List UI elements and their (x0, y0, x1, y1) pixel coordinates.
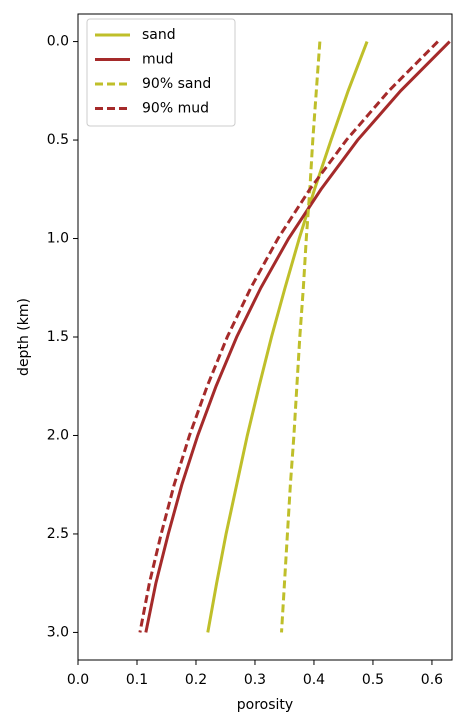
legend-label: mud (142, 52, 173, 68)
x-tick-label: 0.5 (362, 672, 384, 688)
y-tick-label: 0.0 (47, 34, 69, 50)
y-tick-label: 0.5 (47, 132, 69, 148)
y-tick-label: 1.5 (47, 329, 69, 345)
y-tick-label: 3.0 (47, 624, 69, 640)
y-tick-label: 2.5 (47, 526, 69, 542)
y-tick-label: 1.0 (47, 231, 69, 247)
line-series (280, 41, 322, 633)
x-axis-label: porosity (237, 697, 293, 713)
x-tick-label: 0.6 (421, 672, 443, 688)
x-tick-label: 0.2 (185, 672, 207, 688)
line-series (206, 41, 369, 633)
line-series (144, 40, 451, 633)
legend-label: 90% sand (142, 76, 211, 92)
y-axis-label: depth (km) (16, 298, 32, 376)
legend-label: 90% mud (142, 101, 209, 117)
x-tick-label: 0.1 (126, 672, 148, 688)
plot-frame (77, 13, 453, 661)
x-tick-label: 0.0 (67, 672, 89, 688)
y-tick-label: 2.0 (47, 427, 69, 443)
line-series (138, 40, 439, 633)
x-tick-label: 0.3 (244, 672, 266, 688)
legend-label: sand (142, 27, 176, 43)
legend-box (86, 18, 236, 127)
x-tick-label: 0.4 (303, 672, 325, 688)
